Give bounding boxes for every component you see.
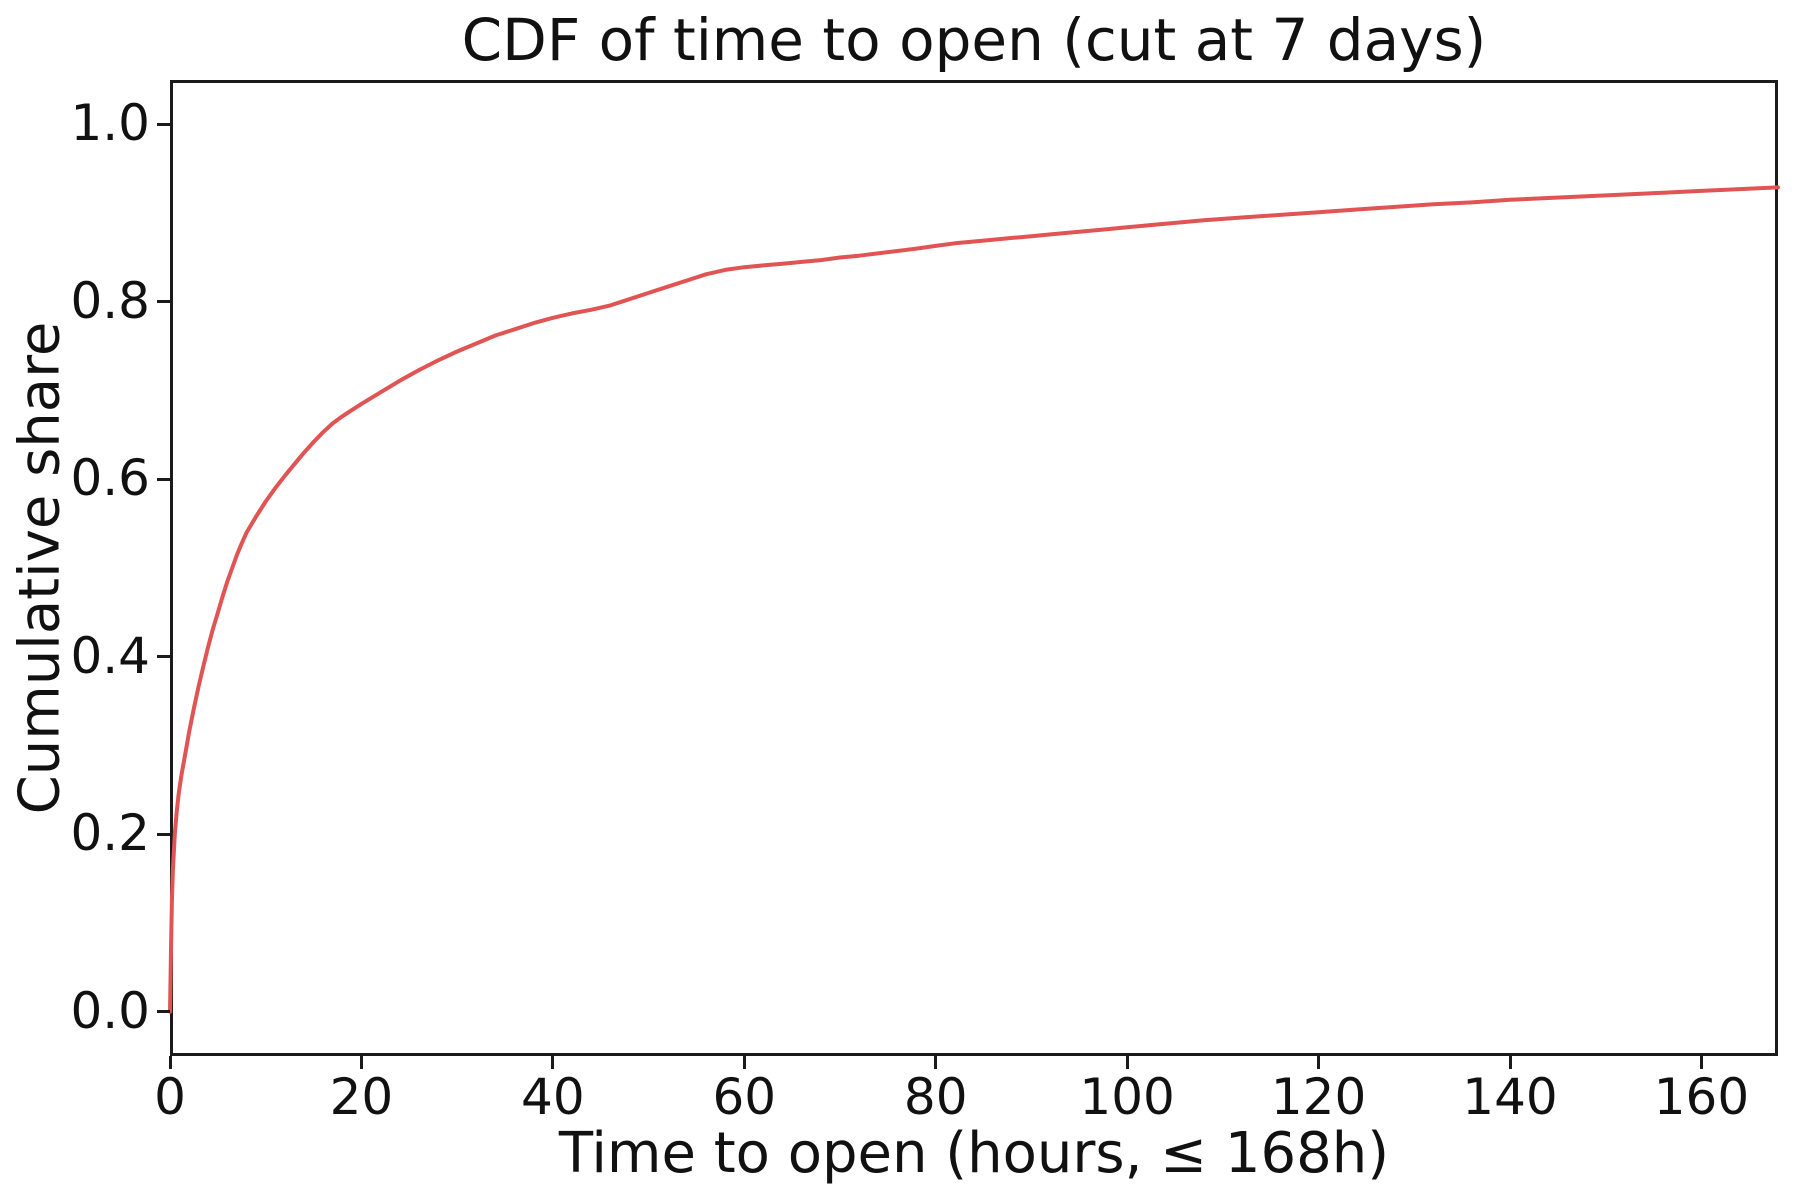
x-tick-label: 60 bbox=[712, 1068, 777, 1126]
x-tick-mark bbox=[934, 1056, 938, 1069]
x-tick-mark bbox=[168, 1056, 172, 1069]
y-tick-mark bbox=[157, 122, 170, 126]
x-tick-label: 40 bbox=[521, 1068, 585, 1126]
y-tick-mark bbox=[157, 477, 170, 481]
x-tick-mark bbox=[1699, 1056, 1703, 1069]
x-tick-label: 20 bbox=[329, 1068, 394, 1126]
x-tick-mark bbox=[1317, 1056, 1321, 1069]
x-tick-label: 120 bbox=[1270, 1068, 1367, 1126]
x-tick-mark bbox=[551, 1056, 555, 1069]
y-tick-label: 0.4 bbox=[70, 626, 150, 685]
y-axis-label: Cumulative share bbox=[7, 321, 73, 815]
y-tick-label: 0.8 bbox=[70, 271, 150, 330]
y-tick-mark bbox=[157, 1010, 170, 1014]
y-tick-label: 0.6 bbox=[70, 449, 150, 508]
x-tick-mark bbox=[359, 1056, 363, 1069]
y-tick-mark bbox=[157, 300, 170, 304]
cdf-curve-canvas bbox=[168, 185, 1780, 1014]
x-tick-mark bbox=[1125, 1056, 1129, 1069]
x-tick-label: 100 bbox=[1079, 1068, 1175, 1126]
y-tick-mark bbox=[157, 655, 170, 659]
x-axis-label: Time to open (hours, ≤ 168h) bbox=[558, 1121, 1390, 1186]
x-tick-mark bbox=[1508, 1056, 1512, 1069]
x-tick-label: 160 bbox=[1653, 1068, 1750, 1126]
y-tick-label: 0.0 bbox=[70, 981, 150, 1040]
x-tick-label: 0 bbox=[154, 1068, 186, 1126]
x-tick-mark bbox=[742, 1056, 746, 1069]
plot-area bbox=[168, 80, 1780, 1056]
x-tick-label: 80 bbox=[903, 1068, 968, 1126]
x-tick-label: 140 bbox=[1462, 1068, 1558, 1126]
cdf-line bbox=[168, 185, 1780, 1014]
y-tick-mark bbox=[157, 832, 170, 836]
y-tick-label: 0.2 bbox=[70, 804, 150, 863]
y-tick-label: 1.0 bbox=[70, 94, 150, 153]
chart-title: CDF of time to open (cut at 7 days) bbox=[461, 6, 1487, 74]
